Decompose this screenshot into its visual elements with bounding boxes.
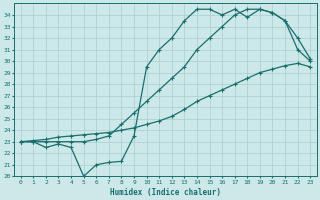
X-axis label: Humidex (Indice chaleur): Humidex (Indice chaleur) bbox=[110, 188, 221, 197]
